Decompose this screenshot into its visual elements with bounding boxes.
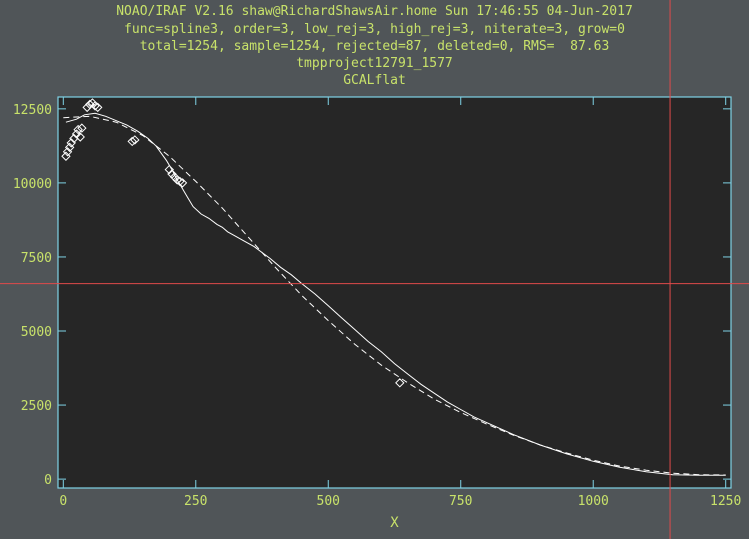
x-tick-label: 250 xyxy=(184,494,207,509)
plot-frame xyxy=(57,96,732,489)
plot-background xyxy=(58,97,731,488)
x-tick-label: 1000 xyxy=(578,494,609,509)
x-tick-label: 750 xyxy=(449,494,472,509)
rejected-point xyxy=(130,135,140,145)
data-line xyxy=(65,112,726,476)
rejected-point xyxy=(175,176,185,187)
x-tick-label: 500 xyxy=(317,494,340,509)
y-tick-label: 2500 xyxy=(21,399,52,414)
chart-title: GCALflat xyxy=(343,73,406,88)
y-tick-label: 0 xyxy=(44,473,52,488)
rejected-point xyxy=(127,136,137,147)
y-tick-label: 5000 xyxy=(21,325,52,340)
rejected-point xyxy=(82,102,92,113)
rejected-point xyxy=(164,164,174,175)
rejected-point xyxy=(85,99,95,110)
rejected-point xyxy=(66,138,76,148)
rejected-point xyxy=(73,124,83,135)
fit-line xyxy=(63,115,726,476)
rejected-point xyxy=(177,178,188,188)
y-tick-label: 10000 xyxy=(13,177,52,192)
rejected-point xyxy=(93,102,103,113)
header-line-1: NOAO/IRAF V2.16 shaw@RichardShawsAir.hom… xyxy=(116,4,633,19)
x-axis-label: X xyxy=(390,515,399,531)
header-line-2: func=spline3, order=3, low_rej=3, high_r… xyxy=(124,22,625,37)
y-tick-label: 12500 xyxy=(13,103,52,118)
x-tick-label: 1250 xyxy=(710,494,741,509)
rejected-point xyxy=(172,175,182,185)
rejected-point xyxy=(75,132,85,142)
y-tick-label: 7500 xyxy=(21,251,52,266)
rejected-point xyxy=(90,101,100,111)
header-line-3: total=1254, sample=1254, rejected=87, de… xyxy=(139,39,610,54)
x-tick-label: 0 xyxy=(59,494,67,509)
rejected-point xyxy=(77,123,87,133)
rejected-point xyxy=(395,378,405,388)
header-line-4: tmpproject12791_1577 xyxy=(296,56,453,71)
